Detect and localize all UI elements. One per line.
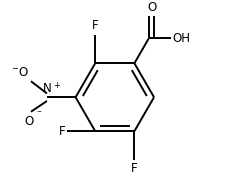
Text: O: O	[147, 1, 156, 14]
Text: $^{-}$: $^{-}$	[36, 108, 43, 117]
Text: $^{-}$O: $^{-}$O	[11, 66, 29, 79]
Text: F: F	[131, 162, 138, 175]
Text: +: +	[53, 82, 60, 90]
Text: F: F	[58, 125, 65, 138]
Text: F: F	[92, 19, 99, 32]
Text: N: N	[43, 82, 51, 95]
Text: O: O	[24, 116, 33, 129]
Text: OH: OH	[173, 32, 191, 45]
